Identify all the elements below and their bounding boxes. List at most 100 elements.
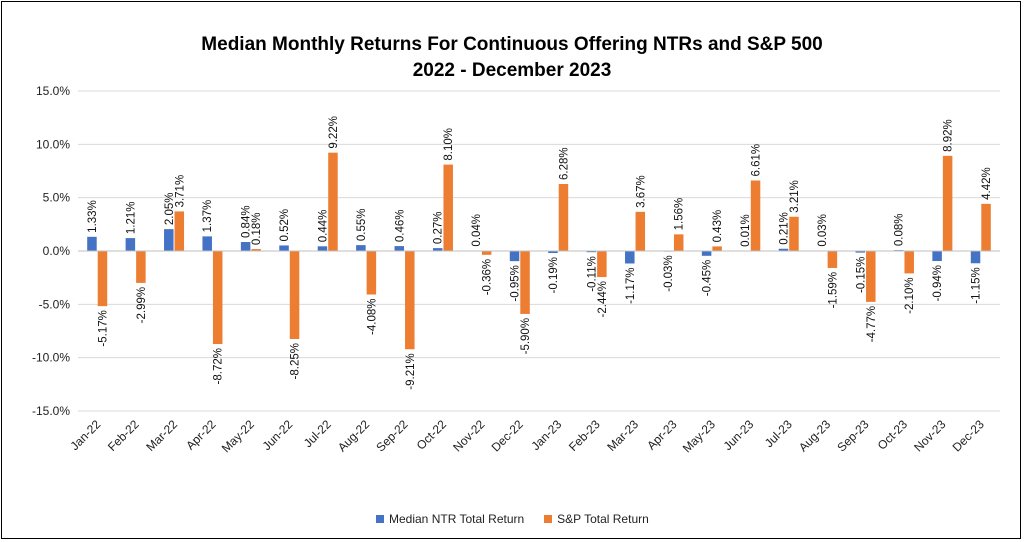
data-label-ntr: 0.01%: [740, 214, 752, 247]
x-tick-label: Feb-23: [566, 417, 603, 454]
data-label-sp: -2.10%: [904, 277, 916, 313]
chart-title: Median Monthly Returns For Continuous Of…: [201, 34, 823, 55]
data-label-ntr: 1.21%: [125, 201, 137, 234]
y-tick-label: -15.0%: [32, 404, 70, 418]
data-label-sp: 0.43%: [712, 210, 724, 243]
data-label-sp: -9.21%: [405, 353, 417, 389]
data-label-ntr: -0.19%: [548, 257, 560, 293]
x-tick-label: Jan-22: [67, 417, 103, 453]
x-tick-label: Aug-23: [796, 417, 833, 454]
bar-sp: [673, 234, 684, 251]
bar-sp: [136, 251, 146, 283]
data-label-sp: 3.21%: [789, 180, 801, 213]
data-label-ntr: 0.27%: [433, 212, 445, 245]
bar-sp: [635, 211, 646, 251]
data-label-ntr: -0.95%: [510, 265, 522, 301]
data-label-sp: 9.22%: [328, 116, 340, 149]
legend-label-sp: S&P Total Return: [557, 512, 649, 526]
legend-item-sp: S&P Total Return: [544, 512, 649, 526]
data-label-ntr: 0.04%: [471, 214, 483, 247]
x-tick-label: Dec-23: [950, 417, 987, 454]
bar-ntr: [87, 236, 97, 251]
bar-sp: [97, 251, 108, 307]
data-label-sp: 8.92%: [943, 119, 955, 152]
x-tick-label: Nov-23: [911, 417, 948, 454]
chart-subtitle: 2022 - December 2023: [412, 60, 612, 81]
bar-sp: [289, 251, 300, 339]
bar-ntr: [932, 251, 942, 262]
data-label-ntr: -0.94%: [932, 265, 944, 301]
y-tick-label: -5.0%: [39, 297, 71, 311]
x-tick-label: Feb-22: [105, 417, 142, 454]
bar-sp: [597, 251, 607, 278]
x-tick-label: Sep-23: [834, 417, 871, 454]
bar-sp: [212, 251, 223, 345]
data-label-sp: -4.08%: [366, 299, 378, 335]
x-tick-label: Oct-22: [414, 417, 450, 453]
data-label-sp: -2.44%: [597, 281, 609, 317]
data-label-sp: 8.10%: [443, 128, 455, 161]
bar-ntr: [279, 245, 289, 251]
bar-ntr: [586, 251, 597, 253]
legend-swatch-ntr: [376, 515, 384, 523]
bar-sp: [942, 155, 953, 251]
y-tick-label: -10.0%: [32, 351, 70, 365]
bar-sp: [481, 251, 492, 255]
data-label-ntr: -0.15%: [855, 257, 867, 293]
bar-ntr: [394, 246, 405, 251]
x-tick-label: Jul-23: [762, 417, 795, 450]
bar-ntr: [125, 238, 136, 251]
legend-label-ntr: Median NTR Total Return: [389, 512, 525, 526]
y-tick-label: 15.0%: [36, 84, 70, 98]
bar-ntr: [625, 251, 635, 264]
bar-ntr: [240, 242, 251, 251]
data-label-ntr: 1.33%: [87, 200, 99, 233]
legend-swatch-sp: [544, 515, 553, 523]
data-label-ntr: 2.05%: [164, 193, 176, 226]
x-tick-label: Jun-23: [721, 417, 757, 453]
data-label-ntr: 0.52%: [279, 209, 291, 242]
bar-ntr: [701, 251, 712, 256]
data-label-sp: -8.25%: [290, 343, 302, 379]
data-label-ntr: 0.55%: [356, 209, 368, 242]
data-label-sp: 6.61%: [751, 144, 763, 177]
bar-sp: [174, 211, 185, 251]
x-tick-label: May-22: [219, 417, 257, 455]
data-label-sp: 3.67%: [635, 175, 647, 208]
x-tick-label: Jan-23: [528, 417, 564, 453]
bar-ntr: [356, 245, 366, 251]
x-tick-label: Dec-22: [489, 417, 526, 454]
data-label-sp: 3.71%: [174, 175, 186, 208]
bar-ntr: [778, 248, 789, 251]
bar-sp: [328, 152, 338, 251]
bar-sp: [366, 251, 377, 295]
data-label-ntr: 0.46%: [394, 209, 406, 242]
bar-sp: [405, 251, 415, 350]
x-tick-label: Nov-22: [450, 417, 487, 454]
x-tick-label: Jul-22: [301, 417, 334, 450]
x-tick-label: Sep-22: [373, 417, 410, 454]
data-label-sp: 0.18%: [251, 212, 263, 245]
data-label-ntr: -0.11%: [586, 256, 598, 292]
data-label-ntr: 0.08%: [894, 214, 906, 247]
data-label-ntr: -1.15%: [971, 267, 983, 303]
bar-ntr: [164, 229, 174, 251]
bar-sp: [904, 251, 914, 274]
x-tick-label: Apr-22: [183, 417, 219, 453]
data-label-sp: -5.17%: [97, 310, 109, 346]
data-label-ntr: 0.44%: [317, 210, 329, 243]
data-label-sp: -0.36%: [482, 259, 494, 295]
y-tick-label: 5.0%: [43, 191, 71, 205]
data-label-sp: -2.99%: [136, 287, 148, 323]
bar-ntr: [432, 248, 443, 251]
x-tick-label: May-23: [680, 417, 718, 455]
data-label-sp: -1.59%: [827, 272, 839, 308]
data-label-ntr: 1.37%: [202, 200, 214, 233]
data-label-ntr: 0.84%: [241, 205, 253, 238]
legend-item-ntr: Median NTR Total Return: [376, 512, 524, 526]
x-tick-label: Aug-22: [335, 417, 372, 454]
data-label-sp: -8.72%: [213, 348, 225, 384]
x-tick-label: Mar-23: [604, 417, 641, 454]
bar-sp: [981, 203, 991, 251]
